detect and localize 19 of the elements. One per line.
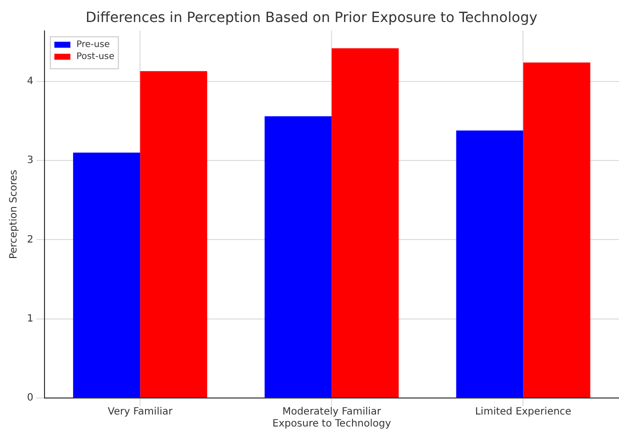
chart-title: Differences in Perception Based on Prior Exposure to Technology: [86, 10, 538, 26]
bar: [332, 48, 399, 398]
legend-label: Pre-use: [76, 40, 110, 50]
bar: [73, 152, 140, 398]
bar: [456, 130, 524, 398]
legend-label: Post-use: [76, 52, 115, 62]
y-tick-label: 4: [26, 76, 34, 88]
x-axis-title: Exposure to Technology: [272, 418, 392, 430]
bar: [264, 116, 332, 398]
y-tick-label: 2: [26, 234, 34, 246]
y-tick-label: 1: [26, 313, 34, 324]
bar: [140, 71, 208, 398]
x-tick-label: Moderately Familiar: [282, 406, 382, 418]
y-axis-title: Perception Scores: [8, 170, 20, 260]
bar: [523, 62, 590, 398]
y-tick-label: 3: [26, 155, 34, 166]
y-tick-label: 0: [26, 392, 34, 404]
x-tick-label: Very Familiar: [108, 406, 174, 418]
x-tick-label: Limited Experience: [475, 406, 572, 418]
